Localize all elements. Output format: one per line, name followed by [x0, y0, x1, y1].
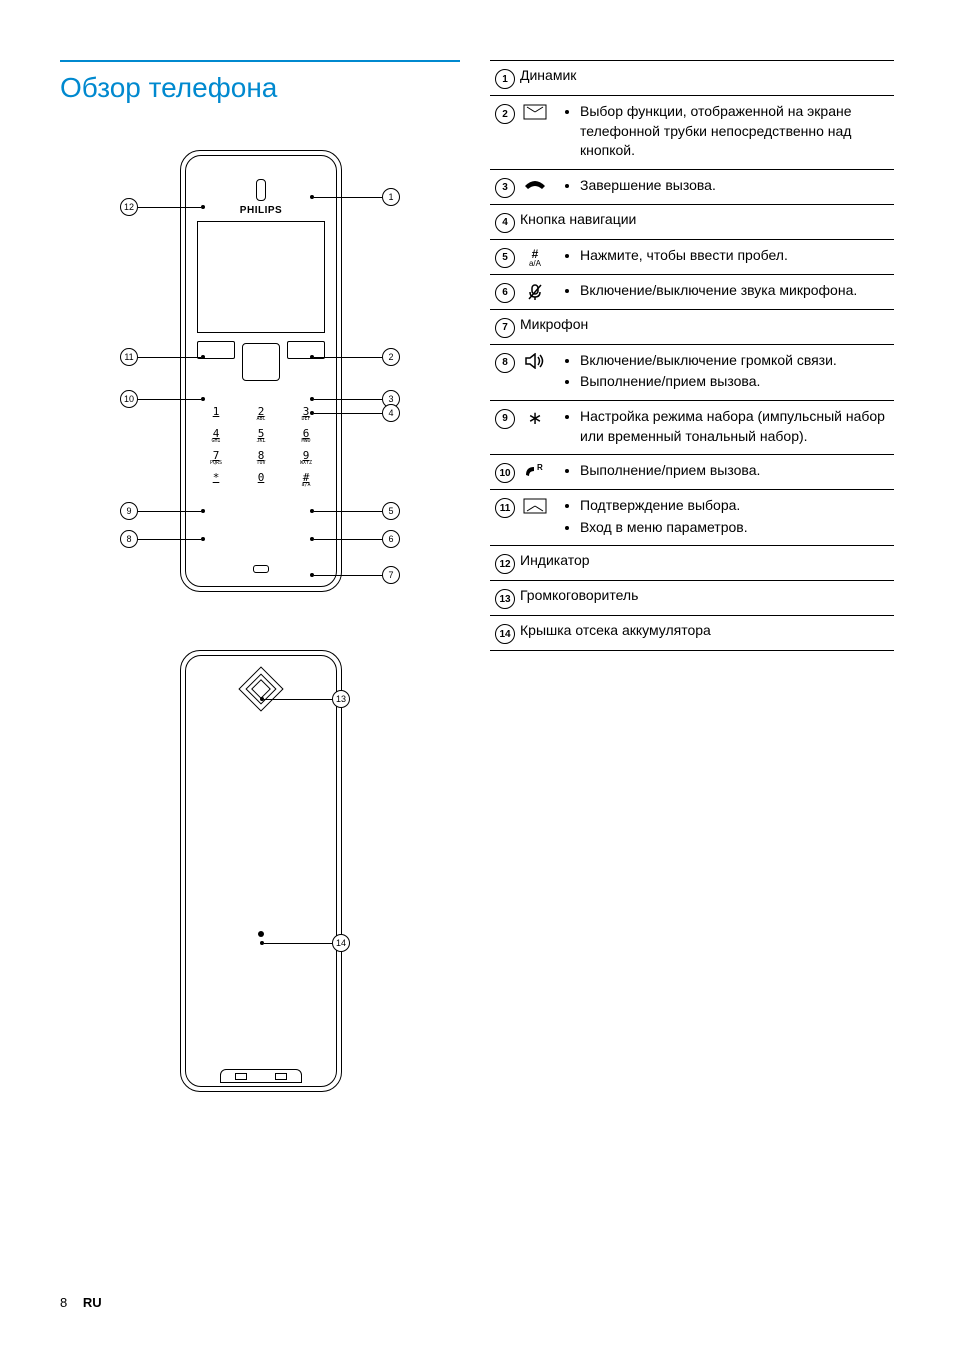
legend-row: 4Кнопка навигации — [490, 205, 894, 240]
legend-number: 14 — [495, 624, 515, 644]
legend-desc: Настройка режима набора (импульсный набо… — [554, 407, 890, 448]
phone-back — [180, 650, 342, 1092]
legend-bullet: Выполнение/прием вызова. — [580, 461, 890, 481]
legend-bullet: Включение/выключение громкой связи. — [580, 351, 890, 371]
legend-desc: Включение/выключение громкой связи.Выпол… — [554, 351, 890, 394]
callout: 8 — [120, 530, 205, 548]
legend-desc: Включение/выключение звука микрофона. — [554, 281, 890, 303]
legend-desc: Завершение вызова. — [554, 176, 890, 198]
keypad-key: * — [197, 471, 235, 487]
section-title: Обзор телефона — [60, 60, 460, 104]
softkey-right-icon — [516, 102, 554, 163]
hash-icon: #a/A — [516, 246, 554, 268]
svg-text:R: R — [537, 463, 543, 472]
softkey-left-icon — [516, 496, 554, 539]
callout: 2 — [310, 348, 400, 366]
keypad-key: 2ABC — [242, 405, 280, 421]
keypad-key: 0 — [242, 471, 280, 487]
legend-bullet: Настройка режима набора (импульсный набо… — [580, 407, 890, 446]
legend-row: 3 Завершение вызова. — [490, 170, 894, 205]
keypad-key: 8TUV — [242, 449, 280, 465]
legend-number: 3 — [495, 178, 515, 198]
keypad-key: 7PQRS — [197, 449, 235, 465]
legend-text: Крышка отсека аккумулятора — [516, 622, 890, 644]
legend-row: 10 R Выполнение/прием вызова. — [490, 455, 894, 490]
legend-number: 8 — [495, 353, 515, 373]
keypad-key: #a/A — [287, 471, 325, 487]
legend-number: 6 — [495, 283, 515, 303]
left-column: Обзор телефона PHILIPS 12ABC3DEF4GHI5JKL… — [60, 60, 460, 1130]
legend-row: 14Крышка отсека аккумулятора — [490, 616, 894, 651]
legend-bullet: Подтверждение выбора. — [580, 496, 890, 516]
legend-number: 7 — [495, 318, 515, 338]
legend-row: 13Громкоговоритель — [490, 581, 894, 616]
legend-row: 9∗ Настройка режима набора (импульсный на… — [490, 401, 894, 455]
legend-text: Громкоговоритель — [516, 587, 890, 609]
legend-text: Индикатор — [516, 552, 890, 574]
legend-bullet: Включение/выключение звука микрофона. — [580, 281, 890, 301]
legend-number: 2 — [495, 104, 515, 124]
legend-row: 6 Включение/выключение звука микрофона. — [490, 275, 894, 310]
callout: 13 — [260, 690, 350, 708]
keypad-key: 4GHI — [197, 427, 235, 443]
legend-row: 8 Включение/выключение громкой связи.Выпо… — [490, 345, 894, 401]
keypad-key: 9WXYZ — [287, 449, 325, 465]
legend-row: 7Микрофон — [490, 310, 894, 345]
keypad-key: 5JKL — [242, 427, 280, 443]
legend-row: 2 Выбор функции, отображенной на экране т… — [490, 96, 894, 170]
legend-number: 10 — [495, 463, 515, 483]
legend-bullet: Нажмите, чтобы ввести пробел. — [580, 246, 890, 266]
callout: 14 — [260, 934, 350, 952]
keypad-key: 6MNO — [287, 427, 325, 443]
legend-bullet: Выполнение/прием вызова. — [580, 372, 890, 392]
legend-number: 5 — [495, 248, 515, 268]
callout: 11 — [120, 348, 205, 366]
legend-desc: Выполнение/прием вызова. — [554, 461, 890, 483]
legend-number: 1 — [495, 69, 515, 89]
callout: 6 — [310, 530, 400, 548]
phone-front: PHILIPS 12ABC3DEF4GHI5JKL6MNO7PQRS8TUV9W… — [180, 150, 342, 592]
callout: 5 — [310, 502, 400, 520]
legend-desc: Подтверждение выбора.Вход в меню парамет… — [554, 496, 890, 539]
legend-number: 11 — [495, 498, 515, 518]
legend-row: 11 Подтверждение выбора.Вход в меню парам… — [490, 490, 894, 546]
callout: 12 — [120, 198, 205, 216]
legend-number: 13 — [495, 589, 515, 609]
callout: 4 — [310, 404, 400, 422]
legend-desc: Нажмите, чтобы ввести пробел. — [554, 246, 890, 268]
legend-table: 1Динамик2Выбор функции, отображенной на … — [490, 60, 894, 651]
phone-diagram: PHILIPS 12ABC3DEF4GHI5JKL6MNO7PQRS8TUV9W… — [60, 150, 460, 1130]
callout: 10 — [120, 390, 205, 408]
legend-text: Динамик — [516, 67, 890, 89]
right-column: 1Динамик2Выбор функции, отображенной на … — [490, 60, 894, 1130]
mute-icon — [516, 281, 554, 303]
legend-bullet: Завершение вызова. — [580, 176, 890, 196]
callout: 7 — [310, 566, 400, 584]
legend-text: Кнопка навигации — [516, 211, 890, 233]
callout: 9 — [120, 502, 205, 520]
legend-desc: Выбор функции, отображенной на экране те… — [554, 102, 890, 163]
legend-text: Микрофон — [516, 316, 890, 338]
page-number: 8 — [60, 1295, 67, 1310]
hangup-icon — [516, 176, 554, 198]
brand-label: PHILIPS — [181, 205, 341, 216]
legend-bullet: Выбор функции, отображенной на экране те… — [580, 102, 890, 161]
legend-number: 12 — [495, 554, 515, 574]
page-footer: 8 RU — [60, 1295, 102, 1310]
locale-label: RU — [83, 1295, 102, 1310]
legend-number: 9 — [495, 409, 515, 429]
speaker-icon — [516, 351, 554, 394]
call-r-icon: R — [516, 461, 554, 483]
star-icon: ∗ — [516, 407, 554, 448]
legend-bullet: Вход в меню параметров. — [580, 518, 890, 538]
legend-row: 5#a/A Нажмите, чтобы ввести пробел. — [490, 240, 894, 275]
legend-row: 12Индикатор — [490, 546, 894, 581]
legend-number: 4 — [495, 213, 515, 233]
legend-row: 1Динамик — [490, 61, 894, 96]
callout: 1 — [310, 188, 400, 206]
